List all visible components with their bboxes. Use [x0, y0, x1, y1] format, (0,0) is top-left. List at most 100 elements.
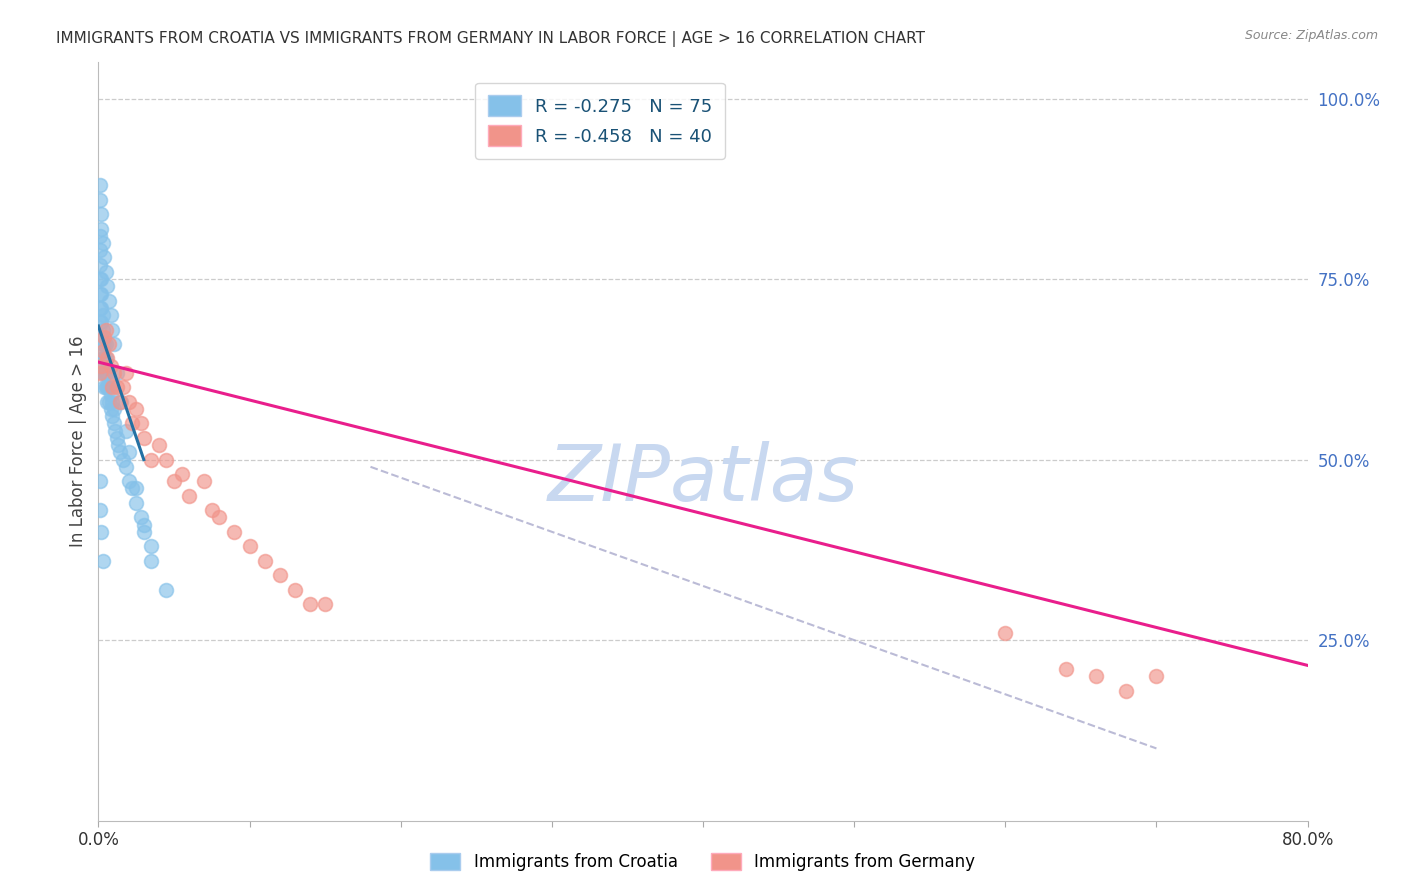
- Text: IMMIGRANTS FROM CROATIA VS IMMIGRANTS FROM GERMANY IN LABOR FORCE | AGE > 16 COR: IMMIGRANTS FROM CROATIA VS IMMIGRANTS FR…: [56, 31, 925, 47]
- Point: [129, 417, 152, 431]
- Point: [96, 279, 118, 293]
- Point: [125, 496, 148, 510]
- Point: [90, 330, 112, 344]
- Point: [110, 394, 132, 409]
- Point: [93, 337, 115, 351]
- Point: [108, 394, 131, 409]
- Point: [89, 330, 111, 344]
- Point: [129, 510, 152, 524]
- Point: [90, 221, 112, 235]
- Point: [89, 243, 111, 257]
- Point: [91, 351, 114, 366]
- Y-axis label: In Labor Force | Age > 16: In Labor Force | Age > 16: [69, 335, 87, 548]
- Point: [96, 351, 118, 366]
- Point: [91, 235, 114, 250]
- Point: [94, 380, 117, 394]
- Point: [148, 438, 170, 452]
- Point: [89, 286, 111, 301]
- Point: [89, 366, 111, 380]
- Point: [89, 475, 111, 489]
- Text: Source: ZipAtlas.com: Source: ZipAtlas.com: [1244, 29, 1378, 42]
- Point: [1054, 662, 1077, 676]
- Point: [89, 503, 111, 517]
- Point: [94, 323, 117, 337]
- Point: [125, 482, 148, 496]
- Point: [299, 597, 322, 611]
- Point: [94, 337, 117, 351]
- Point: [314, 597, 336, 611]
- Point: [201, 503, 224, 517]
- Point: [170, 467, 193, 481]
- Point: [94, 351, 117, 366]
- Point: [163, 475, 186, 489]
- Point: [96, 394, 118, 409]
- Point: [89, 315, 111, 329]
- Point: [98, 337, 121, 351]
- Point: [91, 366, 114, 380]
- Point: [179, 489, 201, 503]
- Point: [91, 323, 114, 337]
- Point: [105, 366, 128, 380]
- Point: [155, 452, 177, 467]
- Point: [269, 568, 291, 582]
- Point: [100, 359, 122, 373]
- Point: [90, 359, 112, 373]
- Point: [103, 402, 125, 417]
- Point: [98, 293, 121, 308]
- Point: [103, 337, 125, 351]
- Point: [94, 265, 117, 279]
- Point: [118, 475, 141, 489]
- Point: [90, 359, 112, 373]
- Point: [141, 452, 163, 467]
- Point: [155, 582, 177, 597]
- Point: [100, 402, 122, 417]
- Point: [90, 272, 112, 286]
- Point: [93, 351, 115, 366]
- Point: [89, 258, 111, 272]
- Point: [101, 380, 124, 394]
- Point: [90, 344, 112, 359]
- Point: [89, 228, 111, 243]
- Point: [101, 409, 124, 424]
- Point: [114, 459, 136, 474]
- Point: [121, 417, 143, 431]
- Point: [91, 554, 114, 568]
- Point: [103, 417, 125, 431]
- Point: [132, 431, 155, 445]
- Point: [93, 380, 115, 394]
- Point: [89, 193, 111, 207]
- Point: [121, 482, 143, 496]
- Point: [101, 323, 124, 337]
- Point: [100, 387, 122, 401]
- Point: [89, 178, 111, 193]
- Point: [96, 366, 118, 380]
- Point: [1085, 669, 1108, 683]
- Point: [1115, 683, 1137, 698]
- Point: [994, 626, 1017, 640]
- Point: [91, 337, 114, 351]
- Point: [103, 366, 125, 380]
- Point: [114, 366, 136, 380]
- Point: [105, 431, 128, 445]
- Point: [90, 207, 112, 221]
- Legend: Immigrants from Croatia, Immigrants from Germany: Immigrants from Croatia, Immigrants from…: [422, 845, 984, 880]
- Point: [101, 394, 124, 409]
- Point: [224, 524, 246, 539]
- Point: [193, 475, 215, 489]
- Point: [141, 554, 163, 568]
- Text: ZIPatlas: ZIPatlas: [547, 442, 859, 517]
- Point: [118, 394, 141, 409]
- Point: [93, 330, 115, 344]
- Point: [89, 301, 111, 315]
- Point: [90, 286, 112, 301]
- Point: [91, 344, 114, 359]
- Point: [108, 445, 131, 459]
- Point: [90, 301, 112, 315]
- Point: [91, 308, 114, 322]
- Point: [98, 380, 121, 394]
- Point: [90, 315, 112, 329]
- Point: [104, 424, 127, 438]
- Point: [96, 380, 118, 394]
- Point: [1144, 669, 1167, 683]
- Point: [90, 524, 112, 539]
